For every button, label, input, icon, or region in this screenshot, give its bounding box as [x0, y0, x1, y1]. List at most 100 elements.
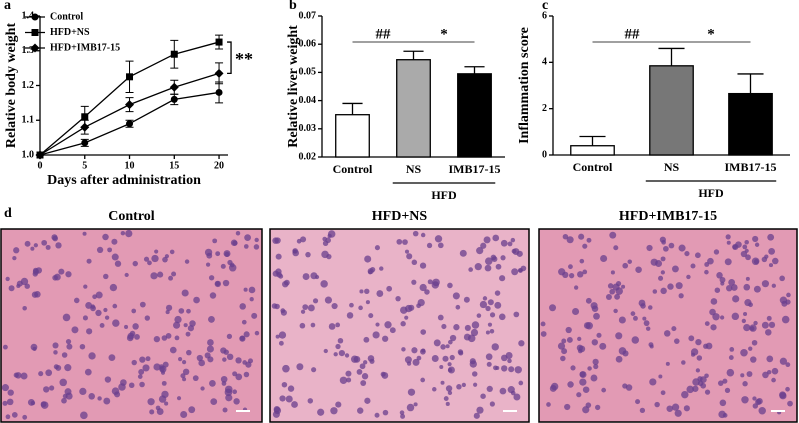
nucleus	[312, 298, 319, 304]
nucleus	[92, 294, 97, 300]
y-axis-label: Relative body weight	[4, 23, 19, 149]
nucleus	[468, 267, 473, 272]
nucleus	[787, 400, 793, 407]
nucleus	[142, 364, 150, 372]
nucleus	[635, 266, 642, 274]
nucleus	[285, 395, 293, 403]
nucleus	[174, 315, 182, 324]
nucleus	[442, 355, 449, 362]
nucleus	[613, 308, 618, 314]
nucleus	[722, 378, 728, 384]
nucleus	[404, 356, 412, 364]
nucleus	[690, 352, 696, 357]
nucleus	[546, 402, 551, 407]
nucleus	[413, 402, 418, 407]
y-tick-label: 6	[542, 10, 547, 21]
panel-label: b	[289, 0, 297, 13]
nucleus	[310, 322, 316, 328]
nucleus	[185, 331, 191, 337]
nucleus	[165, 333, 172, 339]
nucleus	[53, 364, 59, 370]
nucleus	[156, 408, 164, 415]
x-tick-label: Control	[573, 160, 613, 174]
nucleus	[416, 303, 421, 309]
nucleus	[416, 355, 422, 361]
annotation: ##	[376, 26, 392, 42]
nucleus	[663, 330, 671, 337]
nucleus	[7, 389, 14, 396]
nucleus	[274, 237, 281, 244]
y-tick-label: 1.4	[22, 10, 35, 21]
nucleus	[283, 279, 290, 286]
nucleus	[97, 396, 102, 401]
nucleus	[513, 311, 520, 318]
nucleus	[447, 366, 455, 374]
nucleus	[143, 256, 150, 262]
nucleus	[208, 275, 215, 281]
nucleus	[350, 355, 359, 363]
nucleus	[609, 231, 617, 239]
marker	[81, 113, 89, 121]
nucleus	[363, 360, 368, 365]
nucleus	[232, 389, 238, 395]
nucleus	[207, 356, 214, 363]
nucleus	[779, 357, 788, 365]
nucleus	[128, 382, 135, 389]
nucleus	[62, 313, 71, 322]
nucleus	[406, 403, 415, 412]
nucleus	[411, 279, 417, 285]
nucleus	[453, 324, 460, 331]
nucleus	[114, 391, 121, 398]
nucleus	[53, 350, 58, 355]
nucleus	[758, 407, 766, 415]
marker	[30, 43, 40, 53]
nucleus	[712, 313, 720, 321]
nucleus	[386, 285, 393, 292]
nucleus	[222, 407, 228, 413]
nucleus	[112, 319, 120, 327]
bar	[649, 65, 694, 156]
nucleus	[631, 336, 640, 344]
nucleus	[30, 246, 35, 251]
nucleus	[112, 303, 118, 309]
nucleus	[43, 386, 50, 393]
nucleus	[728, 355, 734, 360]
nucleus	[678, 244, 686, 252]
nucleus	[447, 362, 452, 367]
nucleus	[79, 343, 86, 350]
nucleus	[380, 371, 386, 377]
nucleus	[491, 256, 498, 262]
nucleus	[756, 397, 763, 405]
nucleus	[192, 375, 199, 382]
nucleus	[41, 239, 48, 246]
histology-image	[269, 228, 530, 423]
nucleus	[221, 381, 227, 386]
nucleus	[86, 258, 92, 264]
error-bar	[658, 47, 685, 66]
nucleus	[287, 385, 295, 392]
nucleus	[272, 410, 280, 418]
nucleus	[376, 290, 384, 297]
nucleus	[368, 313, 374, 319]
nucleus	[658, 374, 663, 379]
nucleus	[661, 239, 666, 245]
nucleus	[139, 301, 146, 308]
nucleus	[443, 396, 449, 401]
nucleus	[131, 308, 137, 314]
nucleus	[491, 343, 499, 351]
nucleus	[439, 364, 444, 369]
nucleus	[95, 291, 103, 299]
nucleus	[235, 357, 242, 364]
nucleus	[686, 274, 691, 280]
nucleus	[375, 322, 380, 327]
nucleus	[38, 371, 44, 377]
y-tick-label: 1.3	[22, 45, 35, 56]
nucleus	[291, 401, 298, 408]
nucleus	[593, 364, 599, 370]
nucleus	[540, 331, 547, 337]
nucleus	[103, 307, 108, 313]
nucleus	[766, 315, 772, 321]
nucleus	[485, 353, 493, 361]
x-tick-label: 10	[125, 160, 135, 171]
nucleus	[572, 307, 580, 316]
